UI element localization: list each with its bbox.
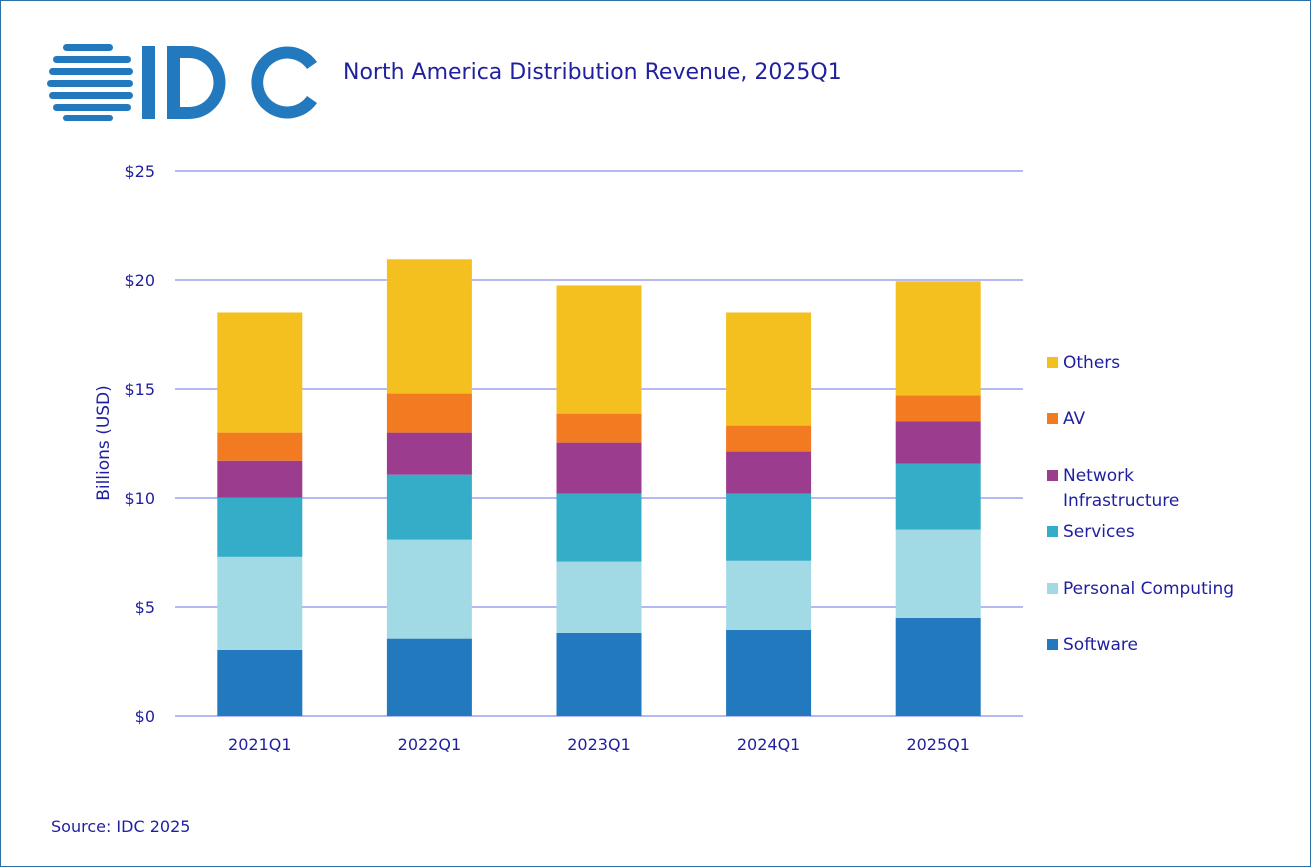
y-tick-label: $10	[124, 489, 155, 508]
x-tick-label: 2023Q1	[567, 735, 631, 754]
y-tick-label: $5	[135, 598, 155, 617]
y-tick-label: $25	[124, 162, 155, 181]
legend-label: Services	[1063, 522, 1135, 542]
bar-segment-network-infrastructure	[726, 451, 812, 494]
bar-segment-network-infrastructure	[217, 460, 303, 498]
bar-segment-software	[556, 632, 642, 716]
x-tick-label: 2022Q1	[398, 735, 462, 754]
legend-swatch	[1047, 357, 1058, 368]
x-tick-label: 2021Q1	[228, 735, 292, 754]
bar-segment-others	[217, 312, 303, 433]
legend-label: Network	[1063, 466, 1134, 486]
bar-segment-av	[895, 395, 981, 422]
bar-segment-network-infrastructure	[895, 421, 981, 464]
legend-label: Infrastructure	[1063, 491, 1179, 511]
bar-segment-services	[726, 493, 812, 561]
legend-label: Others	[1063, 353, 1120, 373]
legend-swatch	[1047, 583, 1058, 594]
bar-segment-av	[726, 425, 812, 452]
bar-segment-services	[556, 493, 642, 562]
bar-segment-network-infrastructure	[386, 432, 472, 475]
y-axis-label: Billions (USD)	[94, 385, 114, 501]
bar-segment-network-infrastructure	[556, 442, 642, 494]
bar-segment-services	[217, 497, 303, 557]
bar-segment-others	[895, 281, 981, 396]
legend-swatch	[1047, 526, 1058, 537]
bar-segment-software	[386, 638, 472, 716]
bar-segment-software	[726, 629, 812, 716]
idc-logo	[47, 44, 317, 121]
bar-segment-others	[726, 312, 812, 426]
bar-segment-personal-computing	[386, 539, 472, 639]
y-tick-label: $20	[124, 271, 155, 290]
chart-title: North America Distribution Revenue, 2025…	[343, 60, 842, 85]
bar-segment-av	[556, 413, 642, 443]
y-tick-label: $0	[135, 707, 155, 726]
legend-swatch	[1047, 639, 1058, 650]
legend-swatch	[1047, 413, 1058, 424]
bar-segment-personal-computing	[217, 556, 303, 650]
y-tick-label: $15	[124, 380, 155, 399]
bar-segment-software	[217, 649, 303, 716]
legend-swatch	[1047, 470, 1058, 481]
bar-segment-others	[386, 259, 472, 394]
source-note: Source: IDC 2025	[51, 817, 191, 836]
bar-segment-others	[556, 285, 642, 414]
bar-segment-personal-computing	[556, 561, 642, 633]
bar-segment-personal-computing	[895, 529, 981, 618]
legend-label: Personal Computing	[1063, 579, 1234, 599]
x-tick-label: 2025Q1	[906, 735, 970, 754]
bar-segment-av	[217, 432, 303, 461]
legend-label: Software	[1063, 635, 1138, 655]
bar-segment-services	[895, 463, 981, 530]
bar-segment-services	[386, 474, 472, 540]
bar-segment-software	[895, 617, 981, 716]
bar-segment-av	[386, 393, 472, 433]
legend-label: AV	[1063, 409, 1086, 429]
bar-segment-personal-computing	[726, 560, 812, 630]
x-tick-label: 2024Q1	[737, 735, 801, 754]
